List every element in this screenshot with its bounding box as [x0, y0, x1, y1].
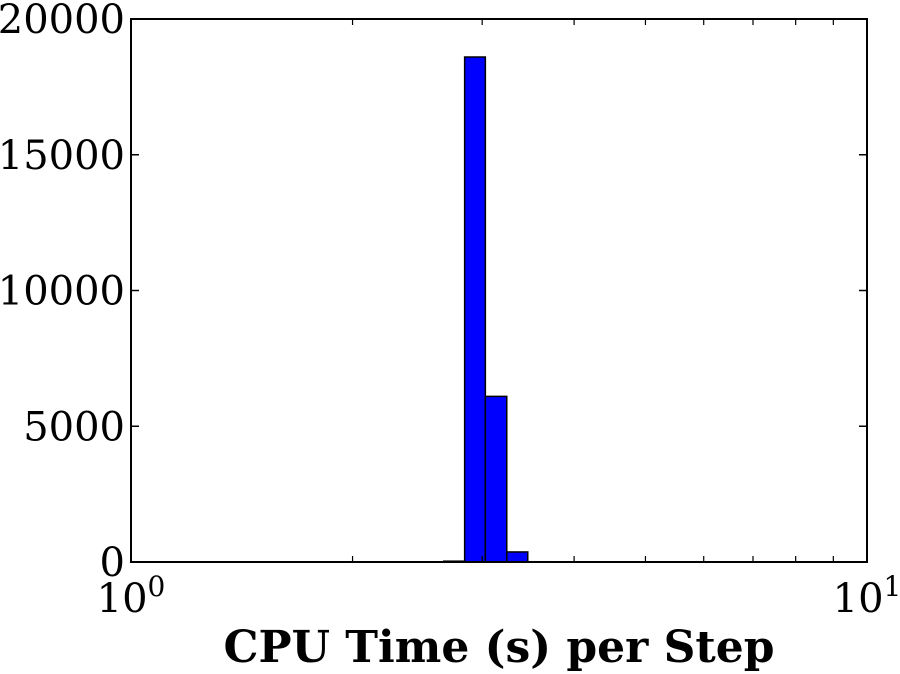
histogram-bar-3 — [506, 551, 529, 563]
bars-group — [442, 56, 550, 563]
minor-ticks-group — [351, 19, 834, 562]
y-tick-label-3: 15000 — [0, 133, 125, 179]
y-tick-label-1: 5000 — [23, 404, 125, 450]
y-tick-labels: 0 5000 10000 15000 20000 — [0, 0, 125, 586]
x-tick-label-0: 100 — [97, 570, 166, 622]
y-tick-label-2: 10000 — [0, 269, 125, 315]
y-tick-label-0: 0 — [100, 540, 125, 586]
x-tick-label-1: 101 — [833, 570, 900, 622]
x-tick-labels: 100 101 — [97, 570, 900, 622]
plot-frame — [130, 18, 868, 563]
y-tick-label-4: 20000 — [0, 0, 125, 43]
histogram-bar-1 — [463, 56, 487, 563]
histogram-bar-2 — [484, 395, 508, 563]
x-axis-title: CPU Time (s) per Step — [224, 622, 775, 673]
